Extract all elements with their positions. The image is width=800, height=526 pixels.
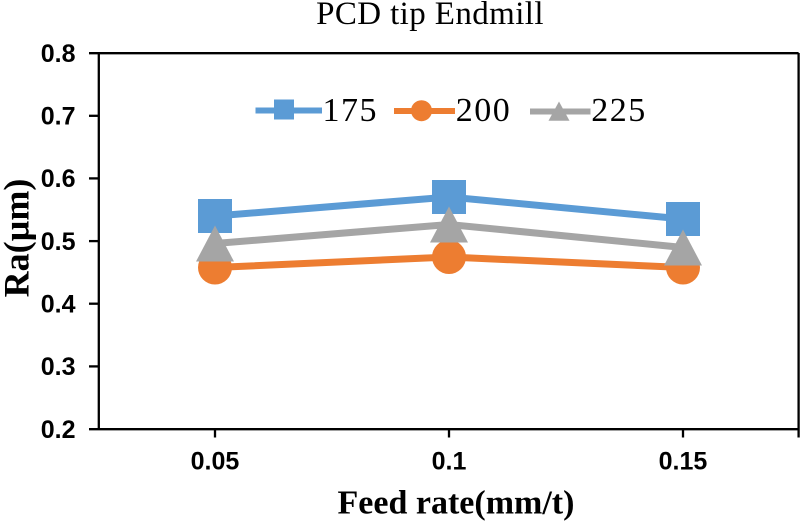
svg-text:200: 200: [456, 92, 512, 129]
svg-text:0.6: 0.6: [41, 165, 76, 193]
svg-text:0.8: 0.8: [41, 40, 76, 68]
svg-text:PCD tip Endmill: PCD tip Endmill: [316, 0, 544, 32]
svg-text:0.7: 0.7: [41, 103, 76, 131]
svg-text:0.05: 0.05: [191, 448, 240, 476]
svg-text:0.1: 0.1: [432, 448, 467, 476]
svg-text:0.2: 0.2: [41, 416, 76, 444]
svg-text:0.3: 0.3: [41, 353, 76, 381]
svg-text:175: 175: [323, 92, 379, 129]
svg-text:0.5: 0.5: [41, 228, 76, 256]
svg-text:0.4: 0.4: [41, 290, 76, 318]
svg-text:225: 225: [591, 92, 647, 129]
svg-text:Ra(µm): Ra(µm): [0, 179, 36, 298]
svg-text:0.15: 0.15: [659, 448, 708, 476]
svg-text:Feed rate(mm/t): Feed rate(mm/t): [338, 485, 575, 522]
